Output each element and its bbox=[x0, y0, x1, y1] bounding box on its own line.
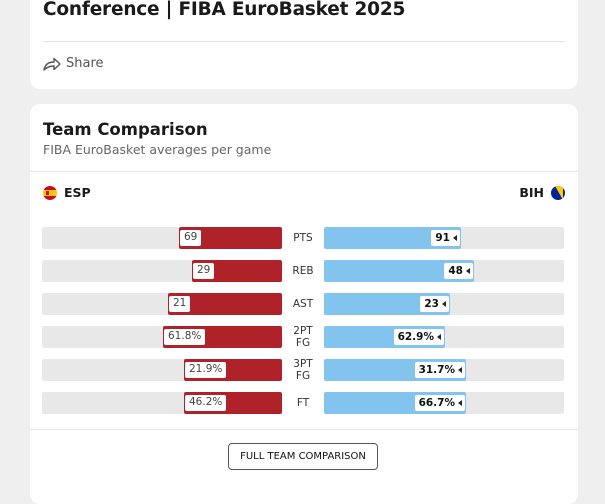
divider bbox=[30, 171, 578, 172]
caret-left-icon bbox=[458, 400, 462, 406]
section-title: Team Comparison bbox=[43, 120, 208, 139]
team-right-code: BIH bbox=[519, 185, 544, 200]
right-value-text: 91 bbox=[435, 231, 450, 244]
stat-label: PTS bbox=[282, 227, 324, 249]
left-bar-track: 69 bbox=[42, 227, 282, 249]
stat-row: 21.9% 3PT FG 31.7% bbox=[42, 358, 564, 382]
caret-left-icon bbox=[453, 235, 457, 241]
right-value: 23 bbox=[419, 295, 450, 313]
right-bar-fill: 91 bbox=[324, 227, 461, 249]
right-value: 48 bbox=[443, 262, 474, 280]
left-bar-fill: 21.9% bbox=[184, 359, 282, 381]
article-header-card: Conference | FIBA EuroBasket 2025 Share bbox=[30, 0, 578, 89]
right-value: 66.7% bbox=[413, 394, 466, 412]
stat-label: REB bbox=[282, 260, 324, 282]
share-label: Share bbox=[66, 56, 104, 71]
right-value-text: 62.9% bbox=[397, 330, 434, 343]
stat-label-text: 2PT FG bbox=[293, 325, 313, 349]
left-bar-fill: 61.8% bbox=[163, 326, 282, 348]
right-value-text: 48 bbox=[448, 264, 463, 277]
right-bar-track: 62.9% bbox=[324, 326, 564, 348]
left-bar-fill: 46.2% bbox=[184, 392, 282, 414]
left-bar-track: 21.9% bbox=[42, 359, 282, 381]
stat-label: 3PT FG bbox=[282, 358, 324, 382]
caret-left-icon bbox=[466, 268, 470, 274]
caret-left-icon bbox=[437, 334, 441, 340]
right-bar-fill: 66.7% bbox=[324, 392, 466, 414]
full-team-comparison-button[interactable]: FULL TEAM COMPARISON bbox=[228, 443, 378, 470]
stat-row: 46.2% FT 66.7% bbox=[42, 392, 564, 414]
spain-flag-icon bbox=[43, 185, 57, 200]
left-value: 21 bbox=[168, 295, 192, 313]
bosnia-flag-icon bbox=[551, 185, 565, 200]
left-bar-track: 46.2% bbox=[42, 392, 282, 414]
stat-label: AST bbox=[282, 293, 324, 315]
team-right: BIH bbox=[519, 185, 565, 200]
stat-label-text: FT bbox=[296, 397, 310, 409]
right-bar-fill: 48 bbox=[324, 260, 474, 282]
stat-label-text: 3PT FG bbox=[293, 358, 313, 382]
stat-row: 21 AST 23 bbox=[42, 293, 564, 315]
right-value: 62.9% bbox=[392, 328, 445, 346]
left-value: 21.9% bbox=[184, 361, 228, 379]
stat-label-text: PTS bbox=[293, 232, 313, 244]
left-bar-track: 29 bbox=[42, 260, 282, 282]
left-bar-track: 21 bbox=[42, 293, 282, 315]
right-value-text: 31.7% bbox=[418, 363, 455, 376]
right-bar-fill: 31.7% bbox=[324, 359, 466, 381]
left-value: 69 bbox=[179, 229, 203, 247]
team-left: ESP bbox=[43, 185, 91, 200]
stat-label: 2PT FG bbox=[282, 325, 324, 349]
left-value: 46.2% bbox=[184, 394, 228, 412]
share-arrow-icon bbox=[43, 57, 61, 71]
right-value-text: 66.7% bbox=[418, 396, 455, 409]
right-bar-fill: 62.9% bbox=[324, 326, 445, 348]
share-button[interactable]: Share bbox=[43, 56, 104, 71]
right-bar-track: 66.7% bbox=[324, 392, 564, 414]
left-value: 29 bbox=[192, 262, 216, 280]
team-comparison-card: Team Comparison FIBA EuroBasket averages… bbox=[30, 104, 578, 504]
stat-label: FT bbox=[282, 392, 324, 414]
team-left-code: ESP bbox=[64, 185, 91, 200]
divider bbox=[30, 429, 578, 430]
left-bar-track: 61.8% bbox=[42, 326, 282, 348]
stat-label-text: AST bbox=[292, 298, 314, 310]
stat-row: 69 PTS 91 bbox=[42, 227, 564, 249]
stat-row: 61.8% 2PT FG 62.9% bbox=[42, 325, 564, 349]
left-bar-fill: 21 bbox=[168, 293, 282, 315]
right-bar-track: 23 bbox=[324, 293, 564, 315]
right-value: 31.7% bbox=[413, 361, 466, 379]
left-bar-fill: 69 bbox=[179, 227, 282, 249]
left-value: 61.8% bbox=[163, 328, 207, 346]
divider bbox=[43, 41, 565, 42]
stat-label-text: REB bbox=[292, 265, 314, 277]
right-value-text: 23 bbox=[424, 297, 439, 310]
right-bar-fill: 23 bbox=[324, 293, 450, 315]
caret-left-icon bbox=[458, 367, 462, 373]
left-bar-fill: 29 bbox=[192, 260, 282, 282]
right-value: 91 bbox=[430, 229, 461, 247]
article-headline: Conference | FIBA EuroBasket 2025 bbox=[43, 0, 406, 20]
right-bar-track: 91 bbox=[324, 227, 564, 249]
caret-left-icon bbox=[442, 301, 446, 307]
right-bar-track: 31.7% bbox=[324, 359, 564, 381]
stat-row: 29 REB 48 bbox=[42, 260, 564, 282]
right-bar-track: 48 bbox=[324, 260, 564, 282]
section-subtitle: FIBA EuroBasket averages per game bbox=[43, 142, 272, 157]
